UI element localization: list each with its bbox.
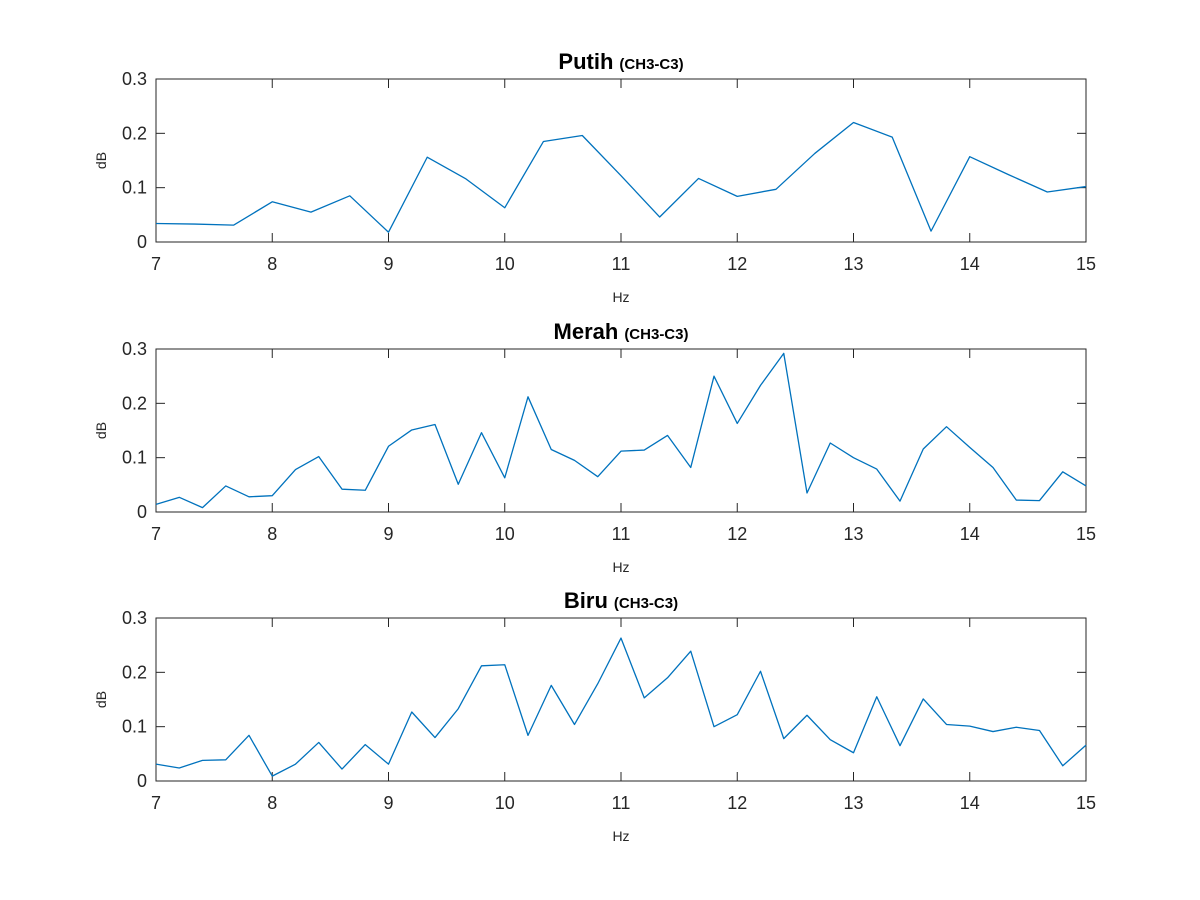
x-tick-label: 10: [495, 793, 515, 813]
y-tick-label: 0.2: [122, 393, 147, 413]
subplot-title-sub: (CH3-C3): [614, 595, 678, 612]
x-tick-label: 10: [495, 524, 515, 544]
x-tick-label: 7: [151, 793, 161, 813]
x-tick-label: 13: [843, 524, 863, 544]
y-tick-label: 0: [137, 502, 147, 522]
y-tick-label: 0.1: [122, 178, 147, 198]
x-tick-label: 15: [1076, 254, 1096, 274]
series-line: [155, 637, 1087, 777]
x-axis-label: Hz: [612, 559, 629, 575]
y-tick-label: 0.3: [122, 69, 147, 89]
axes-box: [155, 78, 1087, 243]
x-tick-label: 8: [267, 524, 277, 544]
x-tick-label: 7: [151, 524, 161, 544]
x-tick-label: 9: [383, 524, 393, 544]
subplot-3: 7 8 9 10 11 12 13 14 15 0 0.1 0.2 0.3 Biru (CH3-C3) Hz d…: [93, 588, 1096, 844]
y-axis-label: dB: [93, 691, 109, 708]
x-tick-label: 8: [267, 793, 277, 813]
x-tick-label: 12: [727, 254, 747, 274]
y-tick-label: 0.1: [122, 717, 147, 737]
subplot-title: Biru (CH3-C3): [564, 588, 678, 613]
x-tick-label: 14: [960, 524, 980, 544]
y-axis-label: dB: [93, 152, 109, 169]
x-tick-label: 12: [727, 524, 747, 544]
series-line: [155, 121, 1087, 233]
x-tick-label: 8: [267, 254, 277, 274]
axes-box: [155, 348, 1087, 513]
y-tick-label: 0.2: [122, 123, 147, 143]
subplot-title: Putih (CH3-C3): [558, 49, 683, 74]
x-tick-label: 13: [843, 793, 863, 813]
x-tick-label: 7: [151, 254, 161, 274]
y-tick-label: 0: [137, 771, 147, 791]
subplot-title: Merah (CH3-C3): [554, 319, 689, 344]
x-tick-label: 14: [960, 793, 980, 813]
subplot-title-main: Putih: [558, 49, 613, 74]
subplot-title-main: Merah: [554, 319, 619, 344]
y-tick-label: 0: [137, 232, 147, 252]
x-tick-label: 14: [960, 254, 980, 274]
axes-box: [155, 617, 1087, 782]
x-tick-label: 15: [1076, 793, 1096, 813]
x-tick-label: 11: [612, 254, 631, 274]
x-tick-label: 11: [612, 524, 631, 544]
x-tick-label: 10: [495, 254, 515, 274]
x-tick-label: 9: [383, 254, 393, 274]
series-line: [155, 352, 1087, 509]
subplot-title-sub: (CH3-C3): [624, 326, 688, 343]
x-tick-label: 12: [727, 793, 747, 813]
y-tick-label: 0.3: [122, 339, 147, 359]
subplot-1: 7 8 9 10 11 12 13 14 15 0 0.1 0.2 0.3 Putih (CH3-C3) Hz…: [93, 49, 1096, 305]
subplot-title-main: Biru: [564, 588, 608, 613]
y-tick-label: 0.1: [122, 448, 147, 468]
subplot-title-sub: (CH3-C3): [619, 56, 683, 73]
x-axis-label: Hz: [612, 289, 629, 305]
x-tick-label: 9: [383, 793, 393, 813]
x-tick-label: 11: [612, 793, 631, 813]
x-tick-label: 15: [1076, 524, 1096, 544]
y-tick-label: 0.3: [122, 608, 147, 628]
y-tick-label: 0.2: [122, 662, 147, 682]
subplot-2: 7 8 9 10 11 12 13 14 15 0 0.1 0.2 0.3 Merah (CH3-C3) Hz…: [93, 319, 1096, 575]
x-axis-label: Hz: [612, 828, 629, 844]
x-tick-label: 13: [843, 254, 863, 274]
y-axis-label: dB: [93, 422, 109, 439]
